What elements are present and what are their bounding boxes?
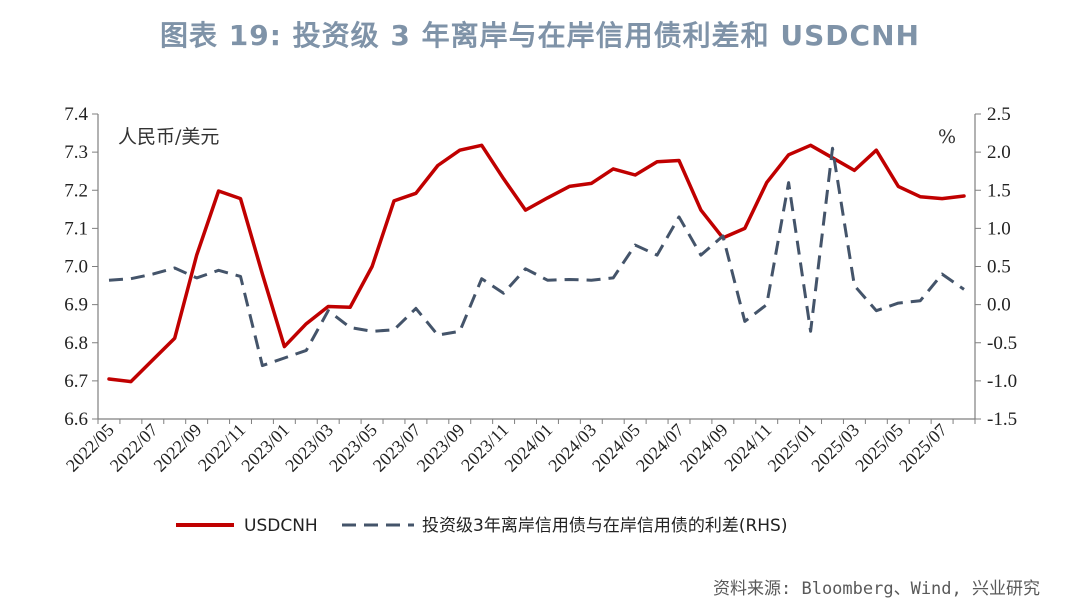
x-tick-labels: 2022/052022/072022/092022/112023/012023/… [62,420,951,476]
right-y-tick-label: 1.0 [987,218,1011,239]
x-tick-label: 2024/11 [720,420,775,475]
right-y-tick-label: 1.5 [987,180,1011,201]
left-y-tick-label: 7.4 [64,104,88,125]
right-y-tick-label: -1.5 [987,409,1017,430]
x-tick-label: 2022/07 [106,420,162,476]
x-tick-label: 2022/09 [150,420,206,476]
left-y-tick-label: 7.0 [64,257,88,278]
source-note: 资料来源: Bloomberg、Wind, 兴业研究 [713,579,1040,599]
x-tick-label: 2025/07 [895,420,951,476]
left-axis-unit: 人民币/美元 [118,126,219,148]
x-tick-label: 2022/11 [194,420,249,475]
left-y-tick-label: 7.1 [64,218,88,239]
left-y-tick-label: 7.3 [64,142,88,163]
x-tick-label: 2023/03 [281,420,337,476]
x-tick-label: 2024/01 [500,420,556,476]
right-y-tick-label: 0.5 [987,257,1011,278]
x-tick-label: 2025/01 [764,420,820,476]
left-y-tick-label: 6.6 [64,409,88,430]
left-y-tick-label: 7.2 [64,180,88,201]
right-y-tick-label: 2.5 [987,104,1011,125]
x-tick-label: 2025/03 [807,420,863,476]
legend-label-spread: 投资级3年离岸信用债与在岸信用债的利差(RHS) [422,516,787,536]
right-y-tick-label: -0.5 [987,333,1017,354]
x-tick-label: 2025/05 [851,420,907,476]
series-line-usdcnh [107,143,966,384]
chart-title: 图表 19: 投资级 3 年离岸与在岸信用债利差和 USDCNH [160,19,920,52]
right-y-tick-label: -1.0 [987,371,1017,392]
left-y-tick-label: 6.9 [64,295,88,316]
x-tick-label: 2023/11 [457,420,512,475]
x-tick-label: 2024/05 [588,420,644,476]
legend-label-usdcnh: USDCNH [244,516,318,536]
x-tick-label: 2023/09 [413,420,469,476]
right-y-tick-label: 0.0 [987,295,1011,316]
left-y-tick-label: 6.8 [64,333,88,354]
x-tick-label: 2024/09 [676,420,732,476]
series-line-spread [108,146,965,368]
right-y-tick-labels: -1.5 -1.0 -0.5 0.0 0.5 1.0 1.5 2.0 2.5 [987,104,1017,430]
x-tick-label: 2024/07 [632,420,688,476]
series-lines [107,143,966,384]
x-tick-label: 2024/03 [544,420,600,476]
right-axis-unit: % [938,126,956,148]
legend: USDCNH 投资级3年离岸信用债与在岸信用债的利差(RHS) [176,516,787,536]
left-y-tick-label: 6.7 [64,371,88,392]
left-y-tick-labels: 6.6 6.7 6.8 6.9 7.0 7.1 7.2 7.3 7.4 [64,104,88,430]
right-y-tick-label: 2.0 [987,142,1011,163]
x-tick-label: 2023/01 [237,420,293,476]
x-tick-label: 2023/05 [325,420,381,476]
x-tick-label: 2023/07 [369,420,425,476]
axes [92,113,981,424]
